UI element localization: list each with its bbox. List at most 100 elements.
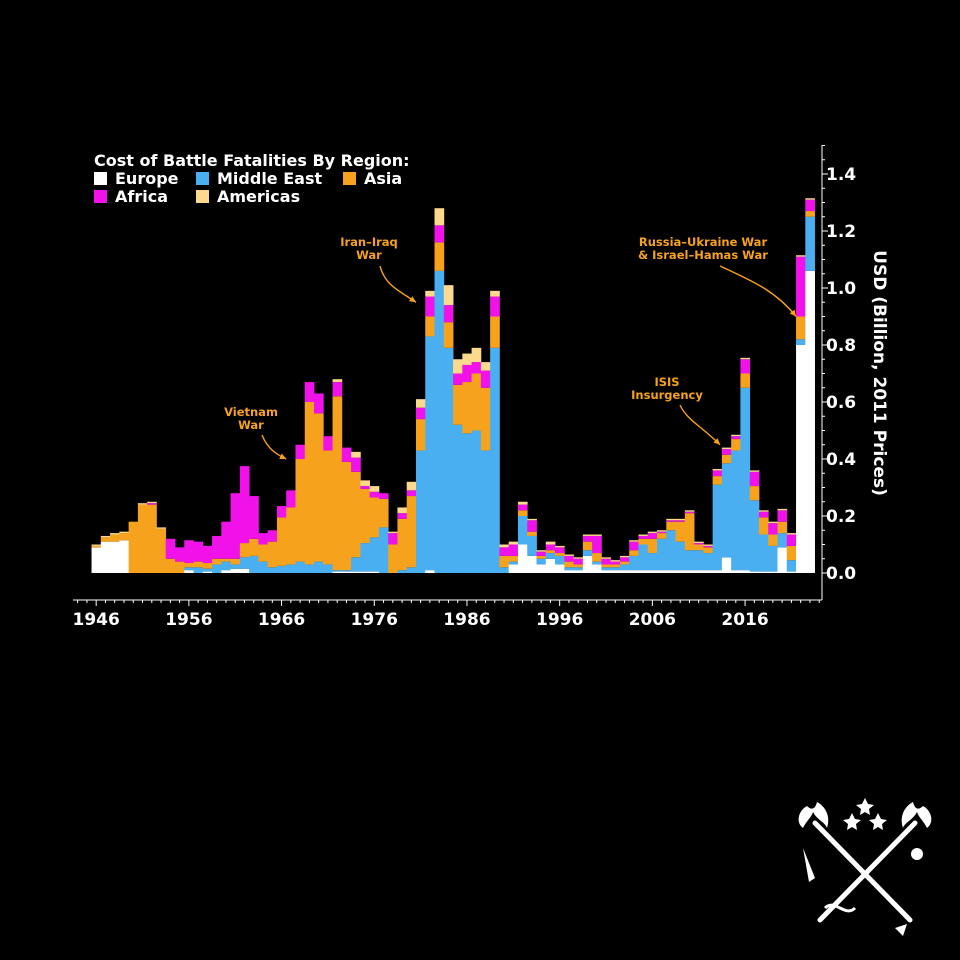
bar-americas-2015: [731, 434, 741, 437]
bar-asia-1964: [258, 544, 269, 562]
bar-africa-1993: [527, 520, 537, 532]
bar-asia-1953: [156, 528, 167, 573]
bar-asia-1972: [332, 396, 343, 571]
bar-americas-1985: [453, 359, 463, 374]
bar-asia-1987: [471, 373, 482, 431]
bar-middle-east-2002: [610, 567, 621, 571]
bar-europe-1973: [341, 571, 352, 573]
bar-africa-2019: [768, 523, 778, 535]
x-tick-label: 1966: [258, 610, 305, 630]
bar-asia-1969: [304, 402, 315, 565]
bar-middle-east-1968: [295, 561, 306, 573]
bar-middle-east-2015: [731, 450, 741, 571]
bar-americas-1987: [471, 347, 482, 363]
y-axis-label: USD (Billion, 2011 Prices): [869, 250, 889, 496]
bar-middle-east-1998: [573, 567, 584, 571]
bar-africa-2021: [786, 534, 797, 546]
bar-africa-1955: [174, 547, 185, 562]
bar-europe-2006: [647, 570, 658, 573]
bar-middle-east-1983: [434, 270, 445, 573]
bar-africa-1972: [332, 382, 343, 397]
bar-asia-1955: [174, 561, 185, 573]
bar-africa-1985: [453, 373, 463, 385]
bar-middle-east-1973: [341, 570, 352, 572]
y-tick-label: 0.4: [826, 450, 856, 470]
bar-africa-1987: [471, 362, 482, 374]
bar-middle-east-1961: [230, 564, 241, 569]
bar-africa-1964: [258, 533, 269, 545]
bar-asia-1989: [490, 316, 500, 348]
bar-africa-2014: [721, 449, 732, 455]
bar-americas-1980: [406, 481, 417, 491]
bar-africa-1968: [295, 444, 306, 459]
bar-middle-east-2010: [684, 550, 695, 571]
bar-asia-1970: [314, 413, 324, 562]
bar-middle-east-1972: [332, 570, 343, 572]
crossed-torches-logo: [798, 798, 932, 936]
bar-asia-1971: [323, 450, 333, 565]
bar-asia-1977: [378, 498, 389, 528]
bar-middle-east-2003: [619, 564, 630, 571]
bar-asia-2012: [703, 547, 714, 554]
x-tick-label: 1956: [165, 610, 212, 630]
bar-asia-2021: [786, 545, 797, 561]
bar-asia-2001: [601, 564, 612, 568]
bar-asia-1962: [239, 543, 250, 558]
bar-middle-east-1965: [267, 567, 278, 573]
bar-asia-2006: [647, 538, 658, 554]
bar-africa-2015: [731, 436, 741, 440]
bar-africa-1959: [212, 535, 222, 559]
bar-europe-2001: [601, 570, 612, 573]
bar-asia-1985: [453, 384, 463, 425]
bar-africa-2010: [684, 511, 695, 514]
bar-africa-2000: [592, 535, 602, 554]
bar-europe-1962: [239, 568, 250, 573]
bar-africa-2023: [805, 199, 815, 212]
bar-middle-east-2007: [657, 538, 667, 571]
bar-middle-east-1995: [545, 553, 556, 559]
bar-americas-1974: [351, 451, 361, 458]
y-tick-label: 0.6: [826, 393, 856, 413]
x-tick-label: 2006: [629, 610, 676, 630]
bar-middle-east-1971: [323, 564, 333, 573]
bar-americas-2000: [592, 534, 602, 536]
bar-asia-1954: [165, 558, 176, 573]
bar-africa-1960: [221, 521, 231, 559]
bar-asia-1976: [369, 497, 380, 538]
bar-europe-1947: [100, 541, 111, 573]
bar-asia-1994: [536, 555, 547, 559]
bar-europe-1991: [508, 564, 519, 573]
bar-asia-1993: [527, 531, 537, 536]
legend-label-americas: Americas: [217, 187, 300, 206]
bar-asia-1967: [286, 507, 296, 565]
bar-europe-2007: [657, 570, 667, 573]
bar-europe-1949: [119, 540, 130, 573]
bar-africa-2012: [703, 545, 714, 548]
bar-africa-1956: [184, 540, 194, 564]
bar-middle-east-1959: [212, 564, 222, 573]
bar-asia-1951: [137, 504, 148, 573]
bar-middle-east-2014: [721, 463, 732, 558]
bar-europe-2015: [731, 570, 741, 573]
bar-middle-east-2008: [666, 530, 676, 571]
bar-asia-1981: [415, 419, 426, 451]
bar-middle-east-1976: [369, 537, 380, 572]
bar-middle-east-2000: [592, 561, 602, 565]
bar-middle-east-1997: [564, 567, 574, 571]
y-tick-label: 1.4: [826, 165, 856, 185]
bar-africa-2007: [657, 531, 667, 534]
bar-middle-east-1966: [276, 565, 287, 574]
bar-asia-1975: [360, 488, 371, 544]
bar-africa-1978: [388, 533, 398, 545]
bar-americas-1992: [517, 501, 528, 505]
bar-africa-1967: [286, 490, 296, 508]
bar-africa-2002: [610, 561, 621, 565]
bar-europe-2008: [666, 570, 676, 573]
bar-asia-1999: [582, 541, 593, 551]
annotation-text: War: [238, 418, 264, 432]
bar-asia-1974: [351, 471, 361, 558]
bar-americas-2004: [629, 540, 639, 542]
bar-americas-1984: [443, 285, 454, 306]
bar-asia-1956: [184, 563, 194, 568]
annotation-text: ISIS: [654, 375, 679, 389]
